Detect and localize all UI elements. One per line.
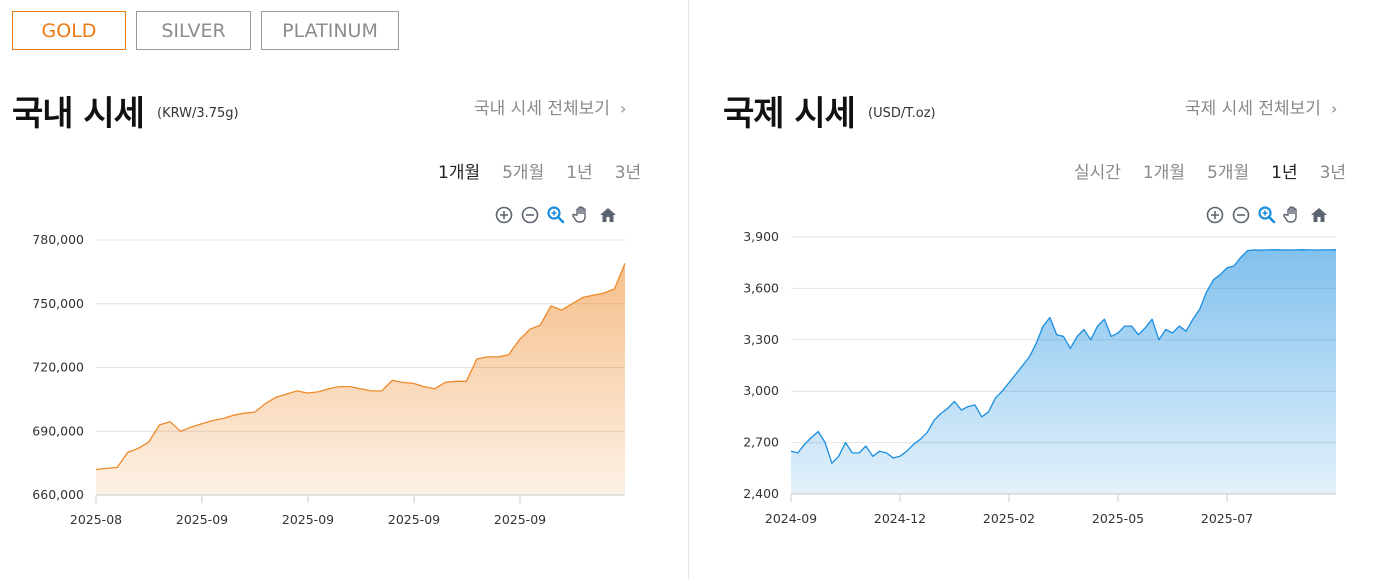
- international-title: 국제 시세: [723, 94, 856, 134]
- pan-hand-icon[interactable]: [1283, 205, 1303, 225]
- international-x-tick-label: 2024-09: [765, 511, 817, 526]
- international-chart-toolbar: [1205, 205, 1329, 225]
- international-y-tick-label: 3,600: [743, 280, 779, 295]
- domestic-x-tick-label: 2025-09: [176, 512, 228, 527]
- domestic-y-tick-label: 720,000: [32, 360, 84, 375]
- chevron-right-icon: ›: [1330, 99, 1338, 118]
- panel-divider: [688, 0, 689, 579]
- domestic-y-tick-label: 690,000: [32, 423, 84, 438]
- domestic-x-tick-label: 2025-09: [494, 512, 546, 527]
- international-x-tick-label: 2025-07: [1201, 511, 1253, 526]
- home-icon[interactable]: [598, 205, 618, 225]
- international-view-all-link[interactable]: 국제 시세 전체보기 ›: [1185, 94, 1337, 119]
- domestic-view-all-link[interactable]: 국내 시세 전체보기 ›: [474, 94, 626, 119]
- pan-hand-icon[interactable]: [572, 205, 592, 225]
- domestic-view-all-label: 국내 시세 전체보기: [474, 99, 610, 119]
- domestic-y-tick-label: 750,000: [32, 296, 84, 311]
- magnify-icon[interactable]: [1257, 205, 1277, 225]
- domestic-period-selector: 1개월 5개월 1년 3년: [438, 158, 641, 183]
- domestic-period-1y[interactable]: 1년: [566, 163, 593, 183]
- international-view-all-label: 국제 시세 전체보기: [1185, 99, 1321, 119]
- domestic-x-tick-label: 2025-08: [70, 512, 122, 527]
- domestic-x-tick-label: 2025-09: [388, 512, 440, 527]
- home-icon[interactable]: [1309, 205, 1329, 225]
- tab-gold[interactable]: GOLD: [12, 11, 126, 50]
- international-period-5m[interactable]: 5개월: [1207, 163, 1250, 183]
- domestic-unit: (KRW/3.75g): [157, 106, 239, 121]
- domestic-price-chart[interactable]: 660,000 690,000 720,000 750,000 780,000 2025-…: [0, 220, 688, 540]
- tab-silver[interactable]: SILVER: [136, 11, 251, 50]
- international-y-tick-label: 2,400: [743, 486, 779, 501]
- domestic-period-5m[interactable]: 5개월: [502, 163, 545, 183]
- international-area-fill: [791, 249, 1336, 494]
- international-x-tick-label: 2024-12: [874, 511, 926, 526]
- domestic-panel: 국내 시세 (KRW/3.75g) 국내 시세 전체보기 › 1개월 5개월 1년…: [0, 0, 688, 579]
- international-x-tick-label: 2025-05: [1092, 511, 1144, 526]
- domestic-area-fill: [96, 263, 625, 495]
- international-period-1y[interactable]: 1년: [1271, 163, 1298, 183]
- international-price-chart[interactable]: 2,400 2,700 3,000 3,300 3,600 3,900 2024-09 202…: [689, 220, 1380, 540]
- international-period-1m[interactable]: 1개월: [1142, 163, 1186, 183]
- international-y-tick-label: 3,000: [743, 383, 779, 398]
- metal-tabs: GOLD SILVER PLATINUM: [12, 11, 399, 50]
- domestic-y-tick-label: 780,000: [32, 232, 84, 247]
- domestic-chart-toolbar: [494, 205, 618, 225]
- zoom-out-icon[interactable]: [520, 205, 540, 225]
- international-y-tick-label: 3,300: [743, 332, 779, 347]
- domestic-title: 국내 시세: [12, 94, 145, 134]
- international-series-line: [790, 249, 1337, 464]
- domestic-series-line: [95, 263, 626, 471]
- chevron-right-icon: ›: [619, 99, 627, 118]
- zoom-in-icon[interactable]: [494, 205, 514, 225]
- zoom-out-icon[interactable]: [1231, 205, 1251, 225]
- international-x-tick-label: 2025-02: [983, 511, 1035, 526]
- domestic-period-3y[interactable]: 3년: [614, 163, 642, 183]
- international-y-tick-label: 3,900: [743, 229, 779, 244]
- international-period-3y[interactable]: 3년: [1319, 163, 1347, 183]
- international-panel: 국제 시세 (USD/T.oz) 국제 시세 전체보기 › 실시간 1개월 5개월…: [689, 0, 1380, 579]
- international-y-tick-label: 2,700: [743, 435, 779, 450]
- domestic-x-tick-label: 2025-09: [282, 512, 334, 527]
- domestic-period-1m[interactable]: 1개월: [438, 163, 481, 183]
- magnify-icon[interactable]: [546, 205, 566, 225]
- zoom-in-icon[interactable]: [1205, 205, 1225, 225]
- international-period-selector: 실시간 1개월 5개월 1년 3년: [1074, 158, 1346, 183]
- international-unit: (USD/T.oz): [868, 106, 936, 121]
- international-period-realtime[interactable]: 실시간: [1074, 163, 1121, 183]
- tab-platinum[interactable]: PLATINUM: [261, 11, 399, 50]
- domestic-y-tick-label: 660,000: [32, 487, 84, 502]
